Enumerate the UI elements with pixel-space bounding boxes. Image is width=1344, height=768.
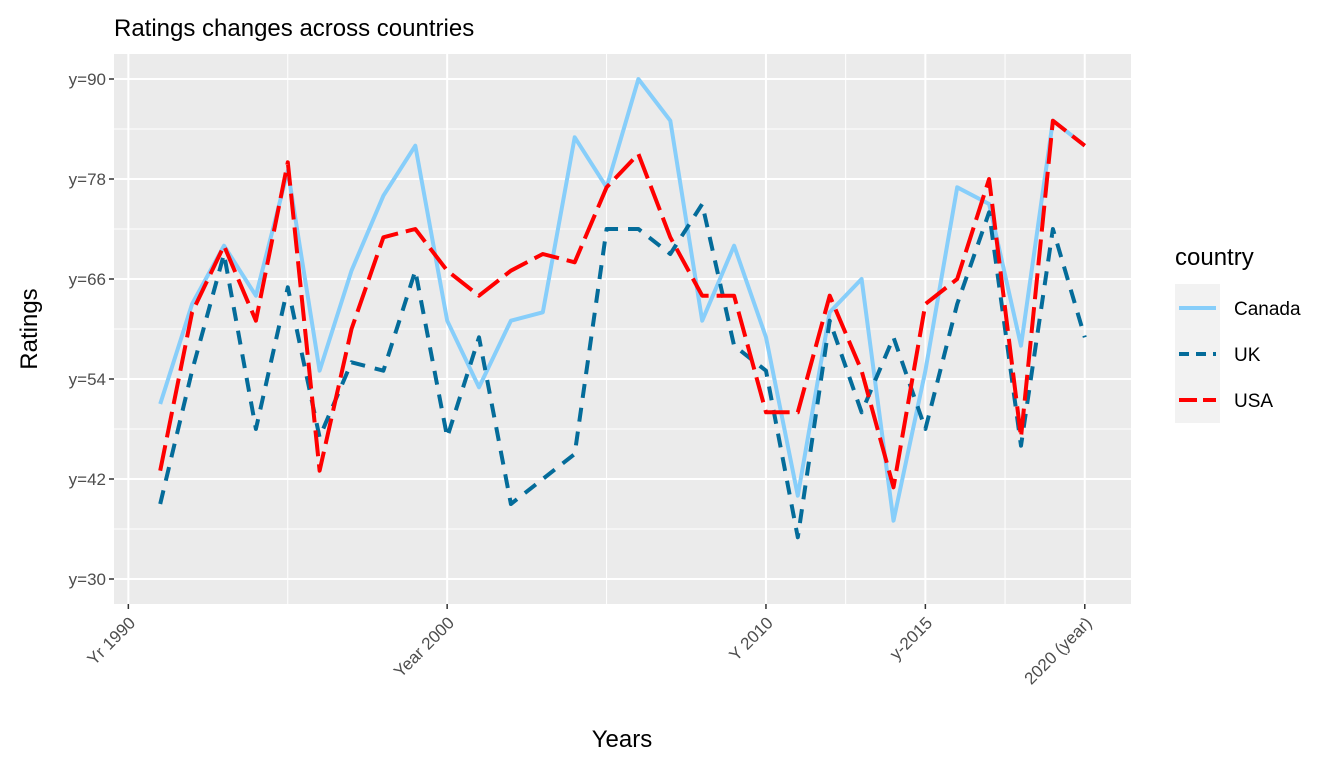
y-tick-label: y=54: [69, 370, 106, 389]
y-tick-label: y=42: [69, 470, 106, 489]
x-tick-label: 2020 (year): [1021, 613, 1096, 688]
legend-label-canada: Canada: [1234, 299, 1301, 320]
legend-label-uk: UK: [1234, 345, 1261, 366]
series-lines: [158, 77, 1087, 540]
x-tick-label: y-2015: [886, 613, 936, 663]
legend: country Canada UK USA: [1175, 244, 1301, 423]
chart-title: Ratings changes across countries: [114, 15, 474, 42]
y-tick-label: y=66: [69, 270, 106, 289]
series-line-canada: [158, 77, 1087, 523]
legend-label-usa: USA: [1234, 391, 1273, 412]
minor-gridlines: [114, 54, 1131, 604]
y-tick-label: y=90: [69, 70, 106, 89]
y-axis-title: Ratings: [16, 288, 43, 369]
x-tick-label: Year 2000: [390, 613, 458, 681]
x-axis: Yr 1990 Year 2000 Y 2010 y-2015 2020 (year): [84, 604, 1096, 688]
x-tick-label: Yr 1990: [84, 613, 140, 669]
x-axis-title: Years: [592, 726, 653, 753]
y-tick-label: y=30: [69, 570, 106, 589]
series-line-usa: [158, 118, 1087, 490]
major-gridlines: [114, 54, 1131, 604]
legend-items: Canada UK USA: [1175, 284, 1301, 423]
y-axis: y=30 y=42 y=54 y=66 y=78 y=90: [69, 70, 114, 589]
x-tick-label: Y 2010: [725, 613, 776, 664]
legend-title: country: [1175, 244, 1254, 271]
y-tick-label: y=78: [69, 170, 106, 189]
